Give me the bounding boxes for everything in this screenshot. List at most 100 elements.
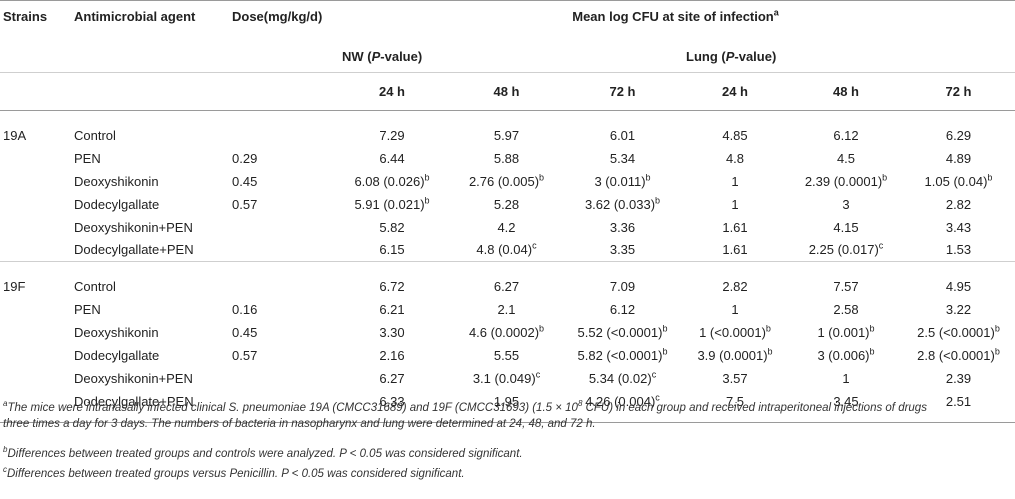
value-cell: 4.8 — [680, 147, 790, 170]
value-cell: 4.2 — [448, 216, 565, 239]
value-sup: c — [655, 392, 660, 403]
header-mean: Mean log CFU at site of infectiona — [336, 1, 1015, 41]
value-cell: 3.36 — [565, 216, 680, 239]
value-text: 3.9 (0.0001) — [697, 347, 768, 363]
value-cell: 3.45 — [790, 390, 902, 413]
strain-cell — [0, 298, 72, 321]
footnote-b-text: Differences between treated groups and c… — [7, 448, 523, 460]
value-text: 2.1 — [497, 301, 516, 317]
header-time-nw-48: 48 h — [493, 84, 520, 99]
value-text: 1.61 — [722, 219, 748, 235]
value-sup: c — [532, 240, 537, 251]
dose-cell — [232, 124, 336, 147]
value-cell: 1.53 — [902, 239, 1015, 262]
value-text: 5.82 (<0.0001) — [577, 347, 663, 363]
strain-cell — [0, 239, 72, 262]
value-cell: 6.27 — [336, 367, 448, 390]
value-text: 3.30 — [379, 324, 405, 340]
value-text: 3.1 (0.049) — [472, 370, 536, 386]
value-text: 3 (0.011) — [594, 173, 646, 189]
value-text: 3 (0.006) — [817, 347, 870, 363]
value-cell: 5.82 — [336, 216, 448, 239]
header-lung-label: Lung ( — [686, 48, 726, 64]
table-row: Dodecylgallate+PEN 6.15 4.8 (0.04)c 3.35 1.6… — [0, 239, 1015, 262]
value-cell: 1.61 — [680, 216, 790, 239]
value-text: 3.22 — [945, 301, 972, 317]
value-sup: b — [987, 172, 993, 183]
value-text: 2.5 (<0.0001) — [917, 324, 995, 340]
header-nw-p: P — [371, 48, 381, 64]
value-text: 6.12 — [833, 127, 859, 143]
value-text: 4.8 (0.04) — [476, 242, 533, 258]
table-row: Dodecylgallate+PEN 6.33 1.95 4.26 (0.004)c 7… — [0, 390, 1015, 413]
value-text: 3 — [842, 196, 850, 212]
table-row: 19A Control 7.29 5.97 6.01 4.85 6.12 6.29 — [0, 124, 1015, 147]
value-cell: 2.8 (<0.0001)b — [902, 344, 1015, 367]
value-sup: b — [424, 172, 430, 183]
value-cell: 6.44 — [336, 147, 448, 170]
table-row: PEN 0.29 6.44 5.88 5.34 4.8 4.5 4.89 — [0, 147, 1015, 170]
value-text: 2.76 (0.005) — [468, 173, 540, 189]
table-row: Deoxyshikonin 0.45 6.08 (0.026)b 2.76 (0.00… — [0, 170, 1015, 193]
group-spacer — [0, 111, 1015, 124]
value-text: 7.5 — [725, 393, 745, 409]
value-cell: 2.16 — [336, 344, 448, 367]
value-cell: 2.58 — [790, 298, 902, 321]
value-cell: 1.05 (0.04)b — [902, 170, 1015, 193]
value-text: 7.09 — [609, 278, 636, 294]
value-cell: 5.28 — [448, 193, 565, 216]
header-lung-p: P — [725, 48, 735, 64]
agent-cell: Control — [74, 278, 116, 294]
value-text: 4.2 — [497, 219, 516, 235]
value-text: 4.8 — [725, 150, 745, 166]
value-text: 3.36 — [609, 219, 636, 235]
value-cell: 2.82 — [902, 193, 1015, 216]
value-cell: 3.9 (0.0001)b — [680, 344, 790, 367]
value-cell: 4.89 — [902, 147, 1015, 170]
footnote-c-mark: c — [3, 465, 7, 475]
value-cell: 5.34 (0.02)c — [565, 367, 680, 390]
table-row: 19F Control 6.72 6.27 7.09 2.82 7.57 4.95 — [0, 275, 1015, 298]
value-text: 5.91 (0.021) — [354, 196, 425, 212]
table-row: Dodecylgallate 0.57 2.16 5.55 5.82 (<0.0001)… — [0, 344, 1015, 367]
footnote-a-text-3: three times a day for 3 days. The number… — [3, 418, 596, 430]
value-text: 1 — [731, 196, 739, 212]
value-cell: 7.5 — [680, 390, 790, 413]
value-text: 6.27 — [379, 370, 405, 386]
value-cell: 1 — [790, 367, 902, 390]
value-cell: 4.8 (0.04)c — [448, 239, 565, 262]
dose-cell — [232, 275, 336, 298]
dose-cell: 0.57 — [232, 196, 258, 212]
value-text: 1.61 — [722, 242, 748, 258]
table-row: Deoxyshikonin+PEN 6.27 3.1 (0.049)c 5.34 (0… — [0, 367, 1015, 390]
dose-cell: 0.29 — [232, 150, 258, 166]
table-row: Dodecylgallate 0.57 5.91 (0.021)b 5.28 3.62 … — [0, 193, 1015, 216]
value-sup: b — [424, 195, 430, 206]
agent-cell: Deoxyshikonin+PEN — [74, 370, 193, 386]
footnote-b: bDifferences between treated groups and … — [3, 446, 1013, 462]
value-cell: 7.09 — [565, 275, 680, 298]
header-row-3: 24 h 48 h 72 h 24 h 48 h 72 h — [0, 72, 1015, 111]
value-cell: 5.88 — [448, 147, 565, 170]
footnote-a-exp: 8 — [577, 399, 583, 409]
dose-cell: 0.45 — [232, 324, 258, 340]
value-sup: b — [765, 323, 771, 334]
dose-cell: 0.57 — [232, 347, 258, 363]
header-mean-sup: a — [773, 7, 779, 18]
value-cell: 3.30 — [336, 321, 448, 344]
value-text: 5.97 — [493, 127, 520, 143]
value-text: 2.39 (0.0001) — [804, 173, 883, 189]
header-dose: Dose(mg/kg/d) — [232, 9, 323, 24]
value-sup: b — [662, 346, 668, 357]
value-text: 5.88 — [493, 150, 520, 166]
value-cell: 4.15 — [790, 216, 902, 239]
value-cell: 6.29 — [902, 124, 1015, 147]
value-text: 6.27 — [493, 278, 520, 294]
value-text: 3.35 — [609, 242, 636, 258]
header-time-lung-72: 72 h — [945, 84, 972, 99]
value-sup: b — [662, 323, 668, 334]
value-text: 2.82 — [945, 196, 972, 212]
dose-cell: 0.45 — [232, 173, 258, 189]
value-sup: b — [869, 323, 875, 334]
